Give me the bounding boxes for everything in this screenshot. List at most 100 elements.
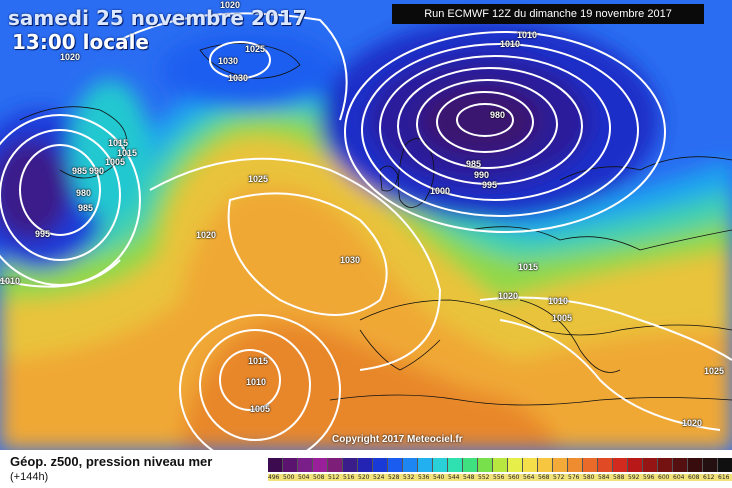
isobar-label: 1010 (246, 377, 267, 387)
isobar-label: 1015 (518, 262, 539, 272)
legend-label: 560 (508, 474, 523, 481)
color-legend (268, 458, 732, 472)
isobars (0, 12, 732, 450)
isobar-label: 1020 (220, 0, 241, 10)
legend-label: 548 (463, 474, 478, 481)
legend-swatch (508, 458, 523, 472)
isobar-label: 1010 (0, 276, 21, 286)
isobar-label: 1005 (105, 157, 126, 167)
isobar-label: 985 (78, 203, 94, 213)
legend-swatch (538, 458, 553, 472)
legend-label: 604 (673, 474, 688, 481)
legend-label: 600 (658, 474, 673, 481)
legend-label: 540 (433, 474, 448, 481)
legend-label: 532 (403, 474, 418, 481)
legend-swatch (583, 458, 598, 472)
legend-label: 536 (418, 474, 433, 481)
legend-swatch (283, 458, 298, 472)
legend-swatch (643, 458, 658, 472)
legend-label: 612 (703, 474, 718, 481)
legend-label: 524 (373, 474, 388, 481)
legend-label: 564 (523, 474, 538, 481)
legend-label: 584 (598, 474, 613, 481)
legend-swatch (373, 458, 388, 472)
legend-label: 508 (313, 474, 328, 481)
isobar-label: 1005 (250, 404, 271, 414)
legend-label: 568 (538, 474, 553, 481)
isobar-label: 1000 (430, 186, 451, 196)
isobar-label: 985 (72, 166, 88, 176)
legend-swatch (343, 458, 358, 472)
isobar-label: 985 (466, 159, 482, 169)
legend-swatch (358, 458, 373, 472)
map-time-title: 13:00 locale (12, 30, 149, 54)
weather-map: 1020 1025 1030 1030 1020 1010 1005 980 1… (0, 0, 732, 450)
legend-label: 544 (448, 474, 463, 481)
legend-label: 580 (583, 474, 598, 481)
geopotential-field (0, 20, 732, 450)
legend-swatch (658, 458, 673, 472)
isobar-label: 990 (89, 166, 105, 176)
legend-label: 520 (358, 474, 373, 481)
color-legend-labels: 496 500 504 508 512 516 520 524 528 532 536 540 544 5… (268, 474, 732, 481)
footer-forecast-hour: (+144h) (10, 471, 49, 483)
map-canvas (0, 0, 732, 450)
isobar-label: 1020 (498, 291, 519, 301)
legend-swatch (448, 458, 463, 472)
isobar-label: 980 (76, 188, 92, 198)
isobar-label: 1020 (682, 418, 703, 428)
isobar-label: 1015 (248, 356, 269, 366)
isobar-label: 1025 (245, 44, 266, 54)
isobar-label: 1010 (548, 296, 569, 306)
legend-swatch (568, 458, 583, 472)
isobar-label: 995 (35, 229, 51, 239)
legend-swatch (418, 458, 433, 472)
legend-swatch (628, 458, 643, 472)
legend-swatch (718, 458, 732, 472)
legend-label: 572 (553, 474, 568, 481)
legend-swatch (403, 458, 418, 472)
legend-swatch (523, 458, 538, 472)
isobar-label: 1030 (218, 56, 239, 66)
isobar-label: 1010 (517, 30, 538, 40)
isobar-label: 1015 (108, 138, 129, 148)
legend-swatch (388, 458, 403, 472)
legend-swatch (478, 458, 493, 472)
isobar-label: 990 (474, 170, 490, 180)
legend-swatch (598, 458, 613, 472)
legend-label: 504 (298, 474, 313, 481)
legend-swatch (433, 458, 448, 472)
legend-label: 592 (628, 474, 643, 481)
isobar-label: 1010 (500, 39, 521, 49)
legend-label: 576 (568, 474, 583, 481)
map-date-title: samedi 25 novembre 2017 (8, 6, 307, 30)
isobar-label: 980 (490, 110, 506, 120)
legend-label: 556 (493, 474, 508, 481)
legend-label: 516 (343, 474, 358, 481)
legend-label: 608 (688, 474, 703, 481)
legend-label: 496 (268, 474, 283, 481)
legend-swatch (298, 458, 313, 472)
run-info-banner: Run ECMWF 12Z du dimanche 19 novembre 20… (392, 4, 704, 24)
legend-swatch (463, 458, 478, 472)
isobar-label: 1030 (340, 255, 361, 265)
legend-swatch (313, 458, 328, 472)
legend-label: 588 (613, 474, 628, 481)
legend-swatch (703, 458, 718, 472)
legend-swatch (553, 458, 568, 472)
legend-label: 616 (718, 474, 732, 481)
isobar-label: 1025 (248, 174, 269, 184)
isobar-label: 1025 (704, 366, 725, 376)
isobar-label: 1015 (117, 148, 138, 158)
legend-label: 512 (328, 474, 343, 481)
legend-label: 552 (478, 474, 493, 481)
map-footer: Géop. z500, pression niveau mer (+144h) … (0, 450, 732, 488)
isobar-label: 1020 (196, 230, 217, 240)
legend-label: 500 (283, 474, 298, 481)
legend-swatch (688, 458, 703, 472)
legend-label: 528 (388, 474, 403, 481)
footer-title: Géop. z500, pression niveau mer (10, 454, 213, 469)
isobar-label: 995 (482, 180, 498, 190)
legend-swatch (673, 458, 688, 472)
legend-swatch (268, 458, 283, 472)
